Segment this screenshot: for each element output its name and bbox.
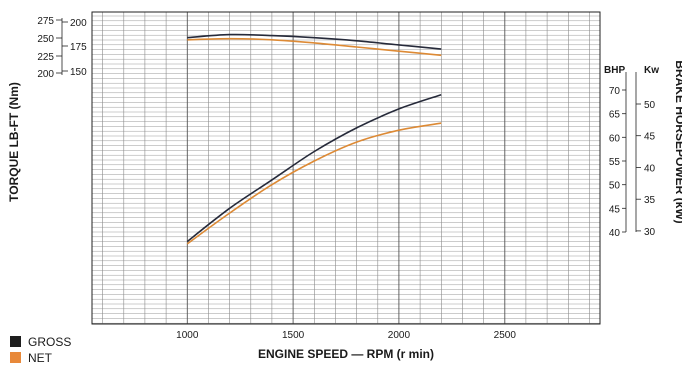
- plot-frame: [91, 11, 601, 325]
- bhp-tick-label: 60: [609, 133, 621, 144]
- bhp-tick-label: 70: [609, 86, 621, 97]
- legend-swatch-gross: [10, 336, 21, 347]
- x-ticks: 1000 1500 2000 2500: [176, 330, 516, 341]
- legend-label-gross: GROSS: [28, 335, 71, 349]
- nm-ticks: 275 250 225 200: [37, 16, 62, 80]
- lbft-ticks: 200 175 150: [62, 18, 87, 78]
- torque-axis-label: TORQUE LB-FT (Nm): [7, 82, 21, 202]
- grid: [92, 12, 600, 324]
- bhp-tick-label: 50: [609, 181, 621, 192]
- bhp-ticks: 70 65 60 55 50 45 40: [609, 86, 626, 239]
- kw-tick-label: 45: [644, 132, 656, 143]
- series-layer: [186, 33, 442, 245]
- nm-tick-label: 200: [37, 69, 54, 80]
- nm-tick-label: 275: [37, 16, 54, 27]
- lbft-tick-label: 175: [70, 42, 87, 53]
- series-line-net-power: [186, 122, 442, 245]
- lbft-tick-label: 200: [70, 18, 87, 29]
- kw-header: Kw: [644, 65, 659, 76]
- series-line-gross-torque: [187, 33, 442, 50]
- kw-tick-label: 50: [644, 100, 656, 111]
- kw-tick-label: 35: [644, 195, 656, 206]
- bhp-tick-label: 45: [609, 204, 621, 215]
- bhp-tick-label: 65: [609, 110, 621, 121]
- lbft-tick-label: 150: [70, 67, 87, 78]
- x-axis-label: ENGINE SPEED — RPM (r min): [258, 347, 434, 361]
- x-tick-label: 2000: [388, 330, 411, 341]
- torque-axis: 275 250 225 200 200 175 150 TORQUE LB-FT (Nm): [7, 16, 87, 202]
- legend-swatch-net: [10, 352, 21, 363]
- legend: GROSS NET: [10, 335, 71, 365]
- series-line-net-torque: [187, 37, 442, 57]
- x-tick-label: 1000: [176, 330, 199, 341]
- nm-tick-label: 225: [37, 52, 54, 63]
- x-tick-label: 2500: [494, 330, 517, 341]
- x-tick-label: 1500: [282, 330, 305, 341]
- bhp-header: BHP: [604, 65, 625, 76]
- kw-ticks: 50 45 40 35 30: [636, 100, 656, 238]
- series-line-gross-power: [186, 93, 442, 243]
- legend-label-net: NET: [28, 351, 53, 365]
- kw-tick-label: 40: [644, 163, 656, 174]
- power-axis: BHP Kw 70 65 60 55 50 45 40 50 45 40 35 30 BRAKE H…: [604, 60, 682, 239]
- kw-tick-label: 30: [644, 227, 656, 238]
- bhp-tick-label: 40: [609, 228, 621, 239]
- power-axis-label: BRAKE HORSEPOWER (kW): [673, 60, 682, 223]
- bhp-tick-label: 55: [609, 157, 621, 168]
- nm-tick-label: 250: [37, 34, 54, 45]
